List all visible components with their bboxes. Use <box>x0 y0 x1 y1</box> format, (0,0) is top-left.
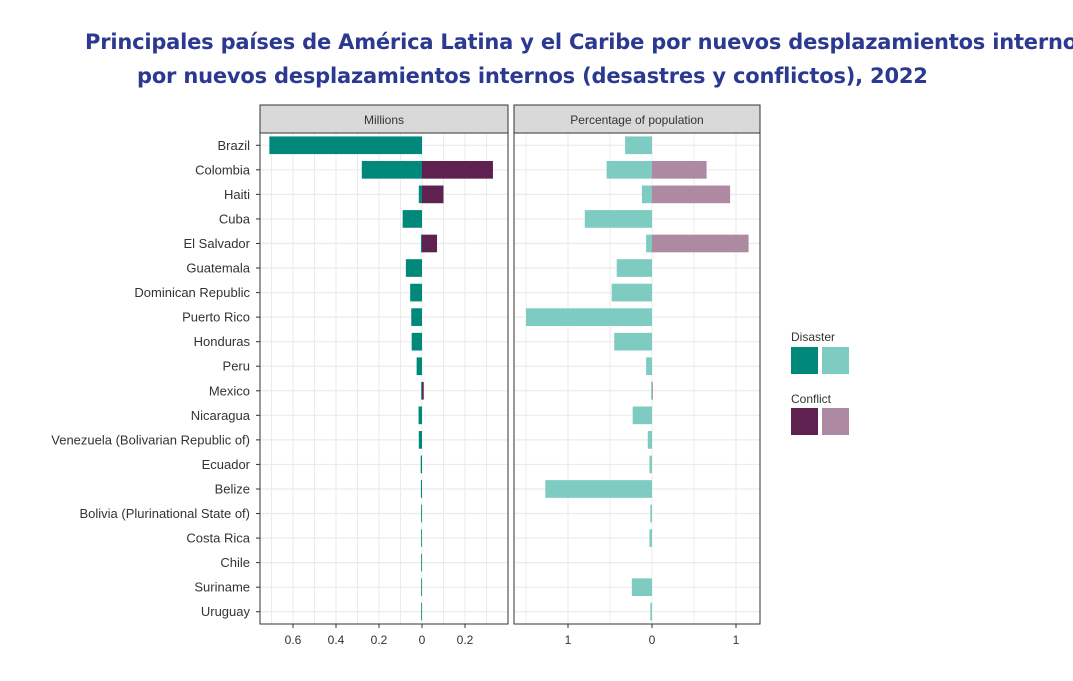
y-tick-label: Honduras <box>194 334 251 349</box>
bar-disaster-colombia <box>361 160 422 179</box>
bar-disaster-nicaragua <box>418 406 422 425</box>
y-tick-label: Costa Rica <box>186 531 250 546</box>
y-tick-label: Mexico <box>209 383 250 398</box>
bar-conflict-colombia <box>652 160 707 179</box>
chart-title-line1: Principales países de América Latina y e… <box>85 30 1073 54</box>
bar-disaster-suriname <box>631 578 652 597</box>
legend-key-conflict <box>791 408 818 435</box>
legend-title-disaster: Disaster <box>791 330 835 344</box>
panel-border <box>513 132 761 625</box>
bar-disaster-costa <box>421 529 422 547</box>
x-tick-label: 0 <box>419 633 426 647</box>
bar-conflict-haiti <box>652 185 731 204</box>
bar-disaster-dominican <box>611 283 652 302</box>
panel-strip <box>513 104 761 134</box>
bar-disaster-puerto <box>526 308 652 326</box>
bar-disaster-colombia <box>606 160 652 179</box>
y-tick-label: Bolivia (Plurinational State of) <box>79 506 250 521</box>
y-tick-label: Puerto Rico <box>182 310 250 325</box>
y-tick-label: El Salvador <box>184 236 251 251</box>
bar-disaster-brazil <box>625 136 652 155</box>
bar-disaster-guatemala <box>405 259 422 277</box>
panel-title: Millions <box>364 113 404 127</box>
bar-disaster-bolivia <box>421 504 422 523</box>
bar-disaster-peru <box>646 357 652 376</box>
y-tick-label: Dominican Republic <box>134 285 250 300</box>
y-tick-label: Guatemala <box>186 261 250 276</box>
bar-disaster-el <box>646 234 652 253</box>
y-tick-label: Haiti <box>224 187 250 202</box>
x-tick-label: 0.2 <box>457 633 474 647</box>
x-tick-label: 1 <box>565 633 572 647</box>
y-tick-label: Venezuela (Bolivarian Republic of) <box>51 432 250 447</box>
bar-disaster-uruguay <box>650 602 652 621</box>
chart-title-line2: por nuevos desplazamientos internos (des… <box>137 64 928 88</box>
bar-conflict-haiti <box>422 185 444 204</box>
bar-disaster-costa <box>649 529 652 547</box>
bar-disaster-venezuela <box>418 431 422 449</box>
bar-disaster-mexico <box>651 381 652 400</box>
bar-conflict-colombia <box>422 160 493 179</box>
legend-title-conflict: Conflict <box>791 392 832 406</box>
x-tick-label: 0.2 <box>371 633 388 647</box>
bar-disaster-mexico <box>421 381 422 400</box>
legend-key-disaster <box>791 347 818 374</box>
bar-disaster-puerto <box>411 308 422 326</box>
bar-disaster-nicaragua <box>632 406 652 425</box>
bar-disaster-honduras <box>411 332 422 351</box>
y-tick-label: Ecuador <box>202 457 251 472</box>
bar-disaster-guatemala <box>616 259 652 277</box>
panel-border <box>259 132 509 625</box>
bar-disaster-belize <box>545 480 652 498</box>
bar-disaster-venezuela <box>647 431 652 449</box>
bar-disaster-uruguay <box>421 602 422 621</box>
y-tick-label: Nicaragua <box>191 408 251 423</box>
y-tick-label: Colombia <box>195 162 251 177</box>
x-tick-label: 0.4 <box>328 633 345 647</box>
bar-conflict-el <box>422 234 438 253</box>
bar-disaster-cuba <box>584 210 652 228</box>
bar-disaster-el <box>420 234 422 253</box>
bar-disaster-cuba <box>402 210 422 228</box>
y-tick-label: Belize <box>215 481 250 496</box>
bar-disaster-suriname <box>421 578 422 597</box>
bar-disaster-chile <box>421 553 422 572</box>
legend-key-conflict-pct <box>822 408 849 435</box>
panel-background <box>514 133 760 624</box>
bar-conflict-mexico <box>652 381 653 400</box>
y-tick-label: Chile <box>220 555 250 570</box>
bar-disaster-brazil <box>269 136 422 155</box>
bar-conflict-mexico <box>422 381 424 400</box>
y-tick-label: Uruguay <box>201 604 251 619</box>
y-tick-label: Brazil <box>217 138 250 153</box>
bar-disaster-peru <box>416 357 422 376</box>
bar-disaster-ecuador <box>420 455 422 474</box>
x-tick-label: 0 <box>649 633 656 647</box>
y-tick-label: Peru <box>223 359 250 374</box>
panel-title: Percentage of population <box>570 113 703 127</box>
bar-conflict-el <box>652 234 749 253</box>
bar-disaster-haiti <box>418 185 422 204</box>
bar-disaster-belize <box>420 480 422 498</box>
bar-disaster-haiti <box>641 185 652 204</box>
bar-disaster-bolivia <box>650 504 652 523</box>
legend-key-disaster-pct <box>822 347 849 374</box>
y-tick-label: Suriname <box>194 580 250 595</box>
x-tick-label: 0.6 <box>285 633 302 647</box>
y-tick-label: Cuba <box>219 211 251 226</box>
bar-disaster-ecuador <box>649 455 652 474</box>
panel-background <box>260 133 508 624</box>
bar-disaster-dominican <box>410 283 422 302</box>
x-tick-label: 1 <box>733 633 740 647</box>
bar-disaster-honduras <box>614 332 652 351</box>
